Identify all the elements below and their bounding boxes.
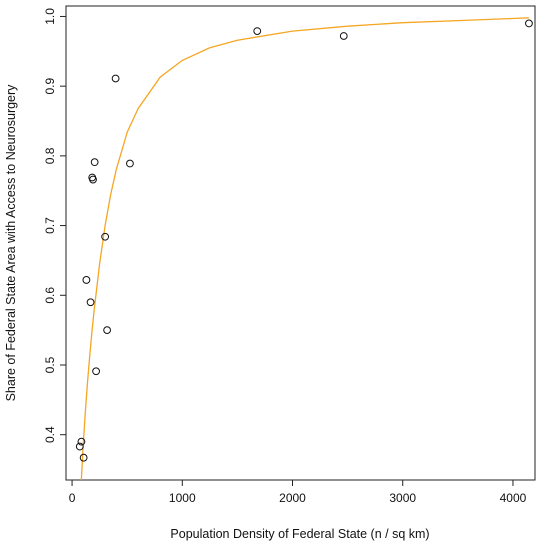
data-point — [103, 326, 112, 335]
x-axis-label: Population Density of Federal State (n /… — [170, 527, 429, 541]
data-point — [75, 442, 84, 451]
x-tick-label: 2000 — [279, 491, 306, 505]
points-layer — [75, 19, 533, 462]
data-point — [339, 32, 348, 40]
x-tick-label: 3000 — [389, 491, 416, 505]
data-point — [525, 19, 533, 28]
data-point — [92, 367, 100, 376]
plot-frame — [65, 5, 536, 481]
y-tick-label: 0.7 — [43, 217, 57, 234]
fit-curve — [80, 17, 529, 480]
x-axis: 0 1000 2000 3000 4000 — [69, 480, 527, 505]
data-point — [82, 276, 91, 284]
y-tick-label: 0.9 — [43, 77, 57, 94]
y-tick-label: 1.0 — [43, 8, 57, 25]
y-tick-label: 0.8 — [43, 147, 57, 164]
data-point — [253, 27, 262, 35]
y-tick-label: 0.5 — [43, 356, 57, 373]
data-point — [101, 232, 110, 241]
data-point — [77, 437, 86, 446]
y-axis: 0.4 0.5 0.6 0.7 0.8 0.9 1.0 — [43, 8, 66, 443]
x-tick-label: 1000 — [169, 491, 196, 505]
data-point — [111, 74, 120, 83]
data-point — [89, 175, 97, 184]
y-axis-label: Share of Federal State Area with Access … — [4, 84, 18, 402]
data-point — [86, 298, 95, 307]
y-tick-label: 0.6 — [43, 287, 57, 304]
y-tick-label: 0.4 — [43, 426, 57, 443]
data-point — [90, 158, 99, 167]
fit-curve-layer — [80, 17, 529, 480]
x-tick-label: 0 — [69, 491, 76, 505]
data-point — [79, 453, 88, 462]
x-tick-label: 4000 — [500, 491, 527, 505]
data-point — [126, 159, 134, 168]
